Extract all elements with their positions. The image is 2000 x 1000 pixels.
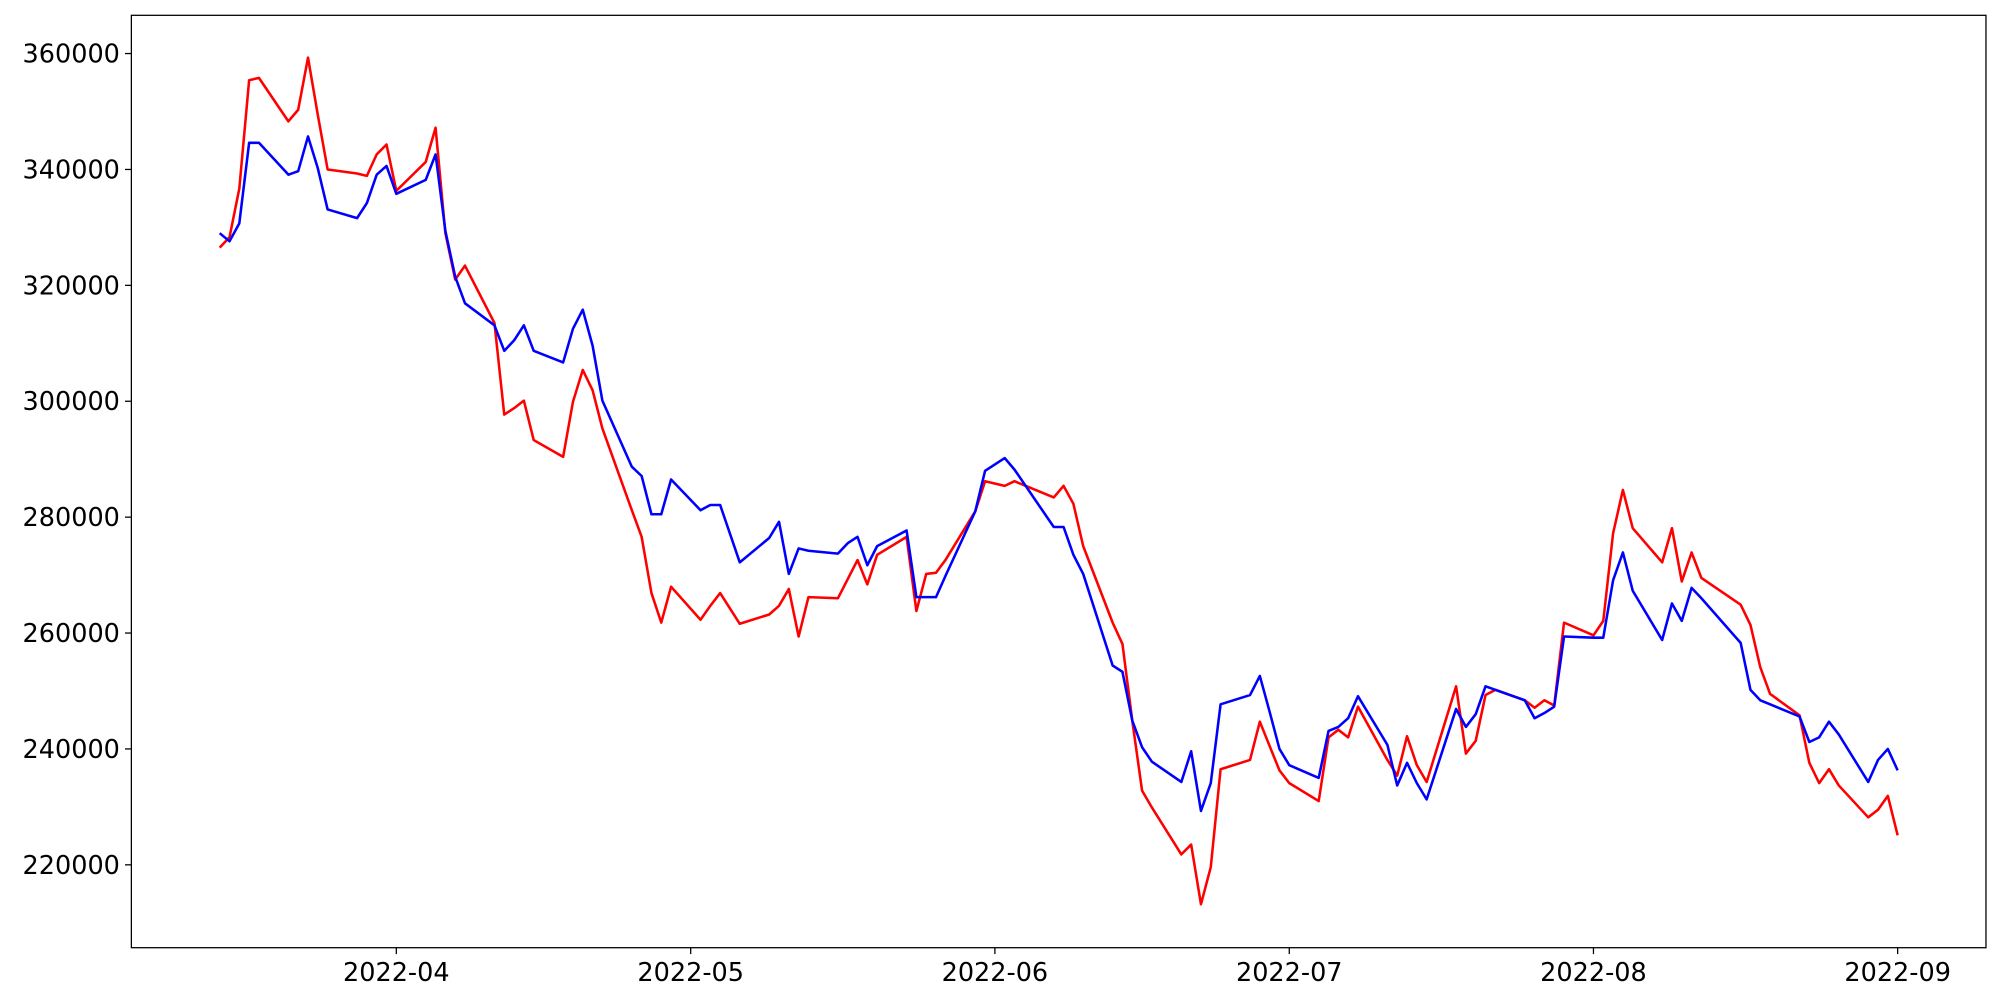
y-tick-label: 260000 — [23, 619, 120, 649]
y-tick-label: 240000 — [23, 735, 120, 765]
x-tick-label: 2022-07 — [1236, 958, 1343, 988]
plot-frame — [130, 14, 1987, 949]
line-series — [218, 56, 1899, 906]
y-tick-label: 320000 — [23, 271, 120, 301]
y-tick-label: 340000 — [23, 155, 120, 185]
x-tick-label: 2022-08 — [1540, 958, 1647, 988]
y-tick-label: 220000 — [23, 851, 120, 881]
x-tick-label: 2022-06 — [942, 958, 1049, 988]
x-tick-label: 2022-04 — [343, 958, 450, 988]
y-tick-label: 280000 — [23, 503, 120, 533]
y-tick-label: 300000 — [23, 387, 120, 417]
y-tick-label: 360000 — [23, 39, 120, 69]
x-tick-label: 2022-09 — [1844, 958, 1951, 988]
x-tick-label: 2022-05 — [637, 958, 744, 988]
line-series — [218, 135, 1899, 813]
